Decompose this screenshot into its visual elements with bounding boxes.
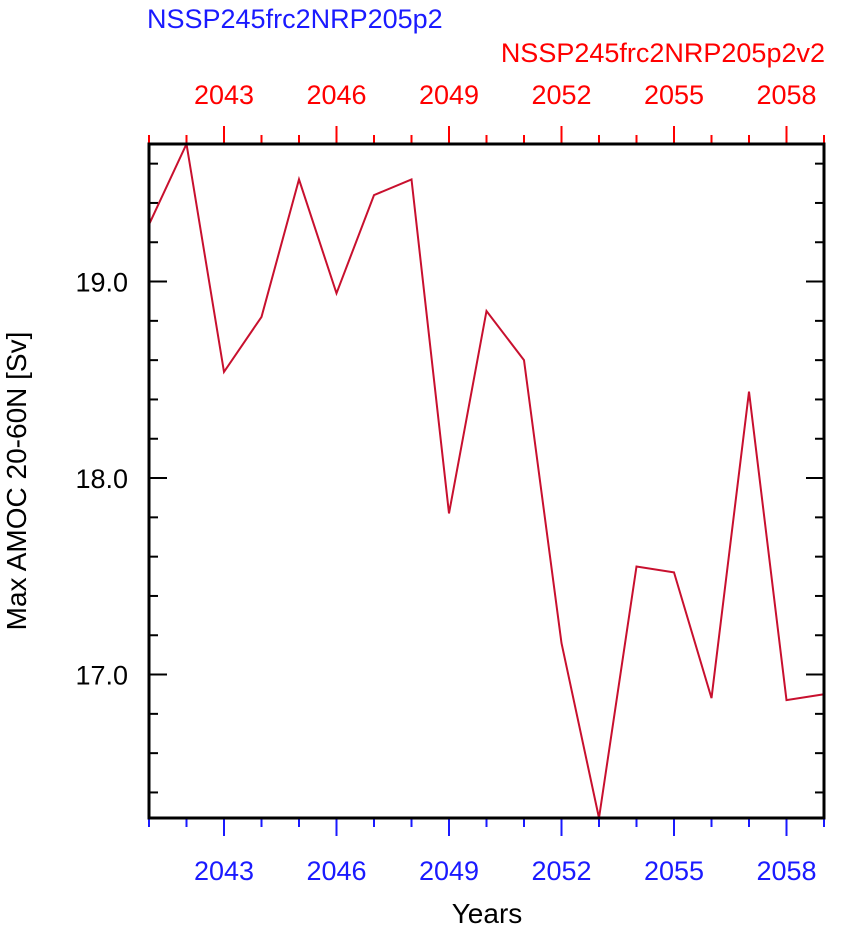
x-tick-label-top: 2058 <box>756 80 816 110</box>
x-tick-label-top: 2055 <box>644 80 704 110</box>
chart-title-right: NSSP245frc2NRP205p2v2 <box>501 38 825 68</box>
x-tick-label-top: 2043 <box>194 80 254 110</box>
x-tick-label-bottom: 2049 <box>419 856 479 886</box>
x-tick-label-bottom: 2043 <box>194 856 254 886</box>
y-tick-label: 19.0 <box>75 268 128 298</box>
series-line <box>148 140 825 819</box>
y-tick-label: 18.0 <box>75 464 128 494</box>
x-tick-label-bottom: 2058 <box>756 856 816 886</box>
x-tick-label-bottom: 2046 <box>306 856 366 886</box>
x-tick-label-top: 2046 <box>306 80 366 110</box>
x-axis-label: Years <box>452 898 523 929</box>
y-axis-label: Max AMOC 20-60N [Sv] <box>1 332 32 631</box>
x-tick-label-bottom: 2052 <box>531 856 591 886</box>
x-tick-label-bottom: 2055 <box>644 856 704 886</box>
y-tick-label: 17.0 <box>75 661 128 691</box>
x-tick-label-top: 2052 <box>531 80 591 110</box>
chart-title-left: NSSP245frc2NRP205p2 <box>147 4 443 34</box>
x-tick-label-top: 2049 <box>419 80 479 110</box>
plot-frame <box>147 142 826 820</box>
